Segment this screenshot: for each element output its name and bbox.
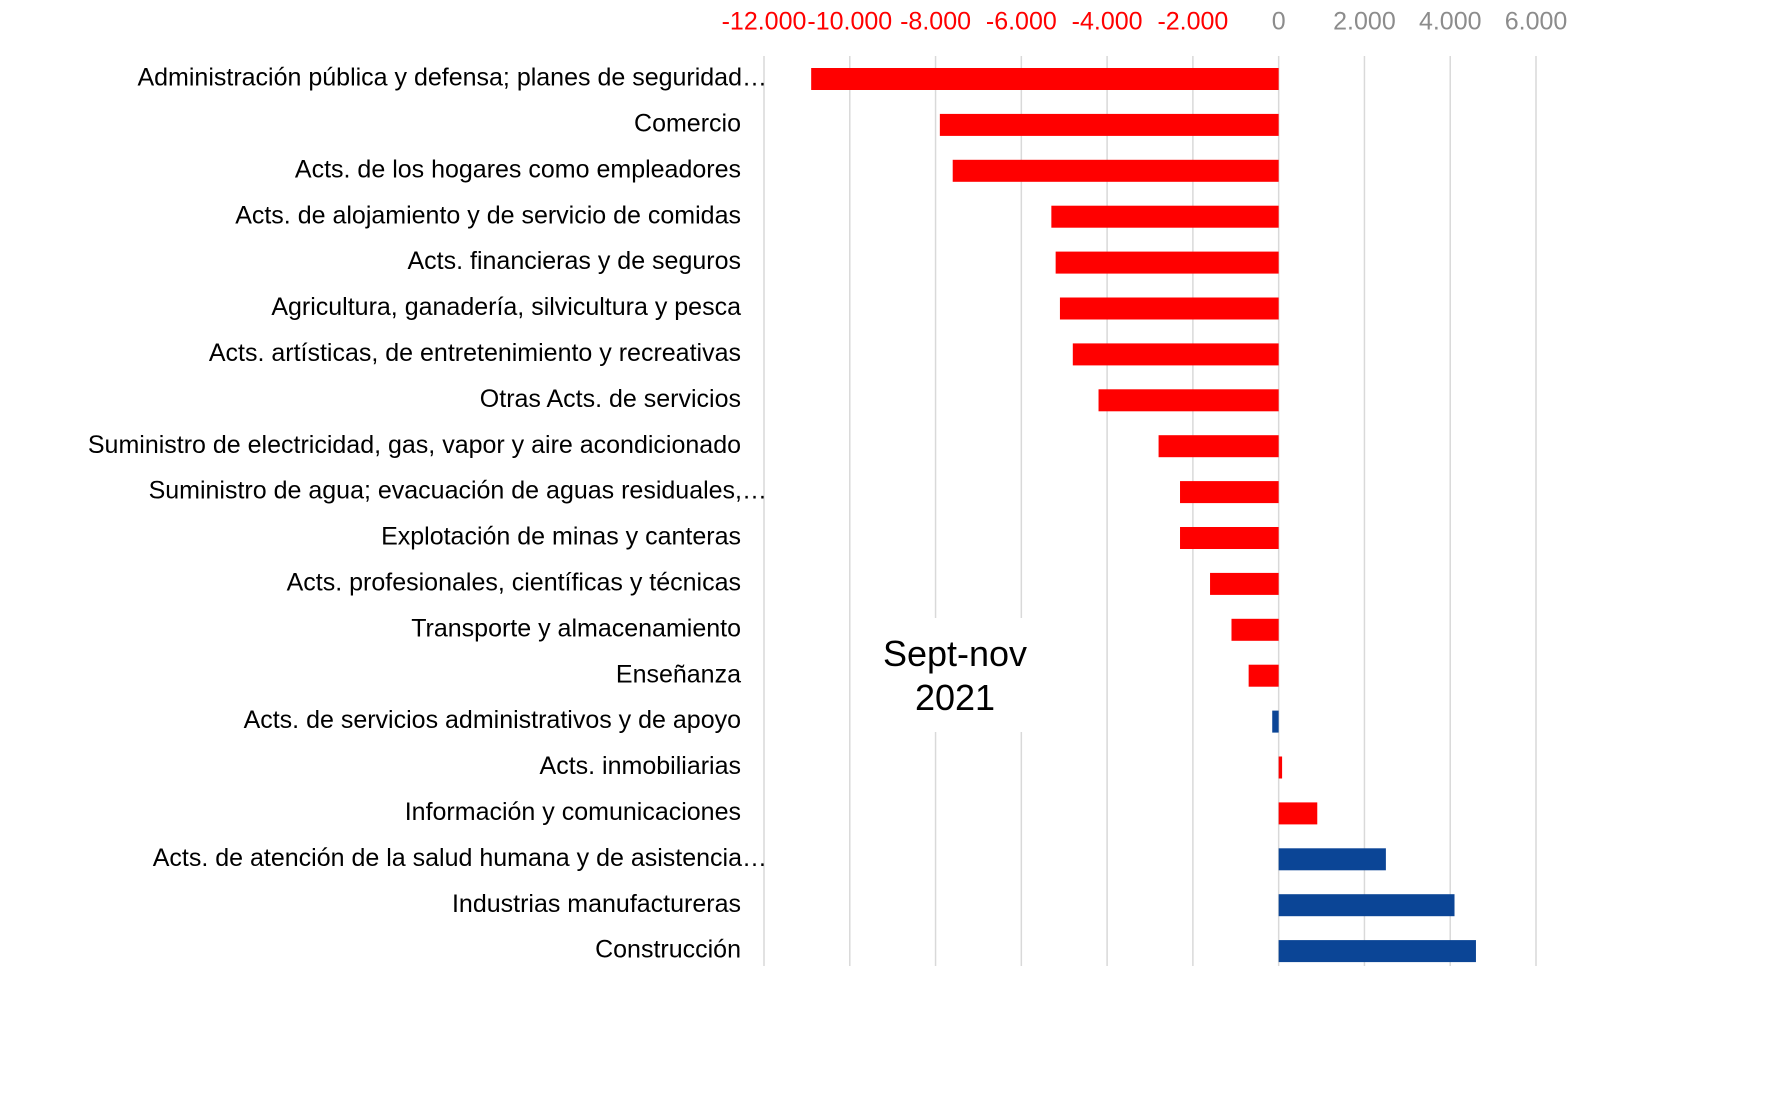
- y-tick-label: Acts. artísticas, de entretenimiento y r…: [209, 339, 741, 367]
- bar: [939, 113, 1279, 136]
- x-tick-label: 0: [1272, 8, 1286, 36]
- x-tick-label: 4.000: [1419, 8, 1482, 36]
- bar: [1278, 802, 1318, 825]
- bar: [1180, 527, 1279, 549]
- x-tick-label: -12.000: [722, 8, 807, 36]
- y-tick-label: Acts. inmobiliarias: [540, 752, 741, 780]
- y-tick-label: Acts. de alojamiento y de servicio de co…: [235, 201, 741, 229]
- y-tick-label: Suministro de electricidad, gas, vapor y…: [88, 431, 741, 459]
- y-tick-label: Acts. de atención de la salud humana y d…: [153, 844, 767, 872]
- bar: [1055, 251, 1279, 274]
- y-tick-label: Agricultura, ganadería, silvicultura y p…: [271, 293, 741, 321]
- bar: [1059, 297, 1279, 320]
- y-tick-label: Suministro de agua; evacuación de aguas …: [149, 477, 767, 505]
- bar: [1180, 481, 1279, 504]
- x-tick-label: -6.000: [986, 8, 1057, 36]
- y-tick-label: Explotación de minas y canteras: [381, 523, 741, 551]
- bar: [1278, 940, 1476, 963]
- annotation: Sept-nov 2021: [882, 633, 1028, 718]
- annotation-background: [858, 618, 1052, 732]
- y-tick-label: Información y comunicaciones: [405, 798, 741, 826]
- y-tick-label: Otras Acts. de servicios: [480, 385, 741, 413]
- y-tick-label: Acts. de los hogares como empleadores: [295, 155, 741, 183]
- y-tick-label: Administración pública y defensa; planes…: [137, 64, 767, 92]
- x-tick-label: -8.000: [900, 8, 971, 36]
- bar: [1072, 343, 1279, 366]
- bar: [1278, 894, 1455, 917]
- bar: [1051, 205, 1279, 228]
- bar: [1231, 618, 1279, 641]
- bar: [952, 159, 1279, 182]
- x-tick-label: -2.000: [1157, 8, 1228, 36]
- y-tick-label: Industrias manufactureras: [452, 890, 741, 918]
- y-tick-label: Construcción: [595, 936, 741, 964]
- bar: [1248, 664, 1279, 687]
- y-tick-label: Transporte y almacenamiento: [411, 614, 741, 642]
- y-tick-label: Comercio: [634, 110, 741, 138]
- bar: [811, 68, 1279, 90]
- y-tick-label: Acts. profesionales, científicas y técni…: [287, 569, 741, 597]
- y-tick-label: Enseñanza: [616, 660, 741, 688]
- bar: [1272, 710, 1279, 733]
- x-tick-label: -4.000: [1072, 8, 1143, 36]
- x-tick-label: -10.000: [807, 8, 892, 36]
- x-tick-label: 2.000: [1333, 8, 1396, 36]
- bar: [1210, 572, 1279, 595]
- bar: [1158, 435, 1279, 458]
- bar: [1278, 756, 1283, 779]
- y-tick-label: Acts. financieras y de seguros: [408, 247, 742, 275]
- bar: [1278, 848, 1386, 871]
- y-tick-label: Acts. de servicios administrativos y de …: [244, 706, 741, 734]
- bar: [1098, 389, 1279, 412]
- x-tick-label: 6.000: [1505, 8, 1568, 36]
